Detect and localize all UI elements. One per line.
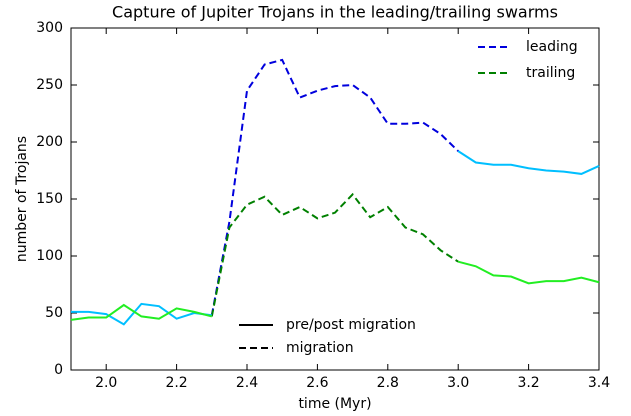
x-axis-label: time (Myr)	[298, 396, 371, 412]
y-tick-label: 200	[36, 134, 63, 150]
x-tick-label: 2.2	[165, 375, 187, 391]
legend-label: leading	[526, 39, 578, 55]
legend-label: pre/post migration	[286, 317, 416, 333]
y-tick-label: 150	[36, 191, 63, 207]
x-tick-label: 3.2	[517, 375, 539, 391]
y-tick-label: 100	[36, 248, 63, 264]
y-tick-label: 0	[54, 362, 63, 378]
y-tick-label: 50	[45, 305, 63, 321]
x-tick-label: 3.4	[588, 375, 610, 391]
x-tick-label: 2.6	[306, 375, 328, 391]
x-tick-label: 2.0	[95, 375, 117, 391]
x-tick-label: 2.4	[236, 375, 258, 391]
y-tick-label: 300	[36, 20, 63, 36]
series-line	[210, 192, 459, 317]
y-tick-label: 250	[36, 77, 63, 93]
chart-title: Capture of Jupiter Trojans in the leadin…	[112, 3, 558, 22]
series-line	[70, 260, 600, 321]
x-tick-label: 2.8	[377, 375, 399, 391]
y-axis-label: number of Trojans	[14, 136, 30, 262]
series-line	[210, 58, 459, 316]
legend-label: migration	[286, 340, 354, 356]
x-tick-label: 3.0	[447, 375, 469, 391]
series-line	[71, 150, 600, 326]
legend-label: trailing	[526, 65, 575, 81]
